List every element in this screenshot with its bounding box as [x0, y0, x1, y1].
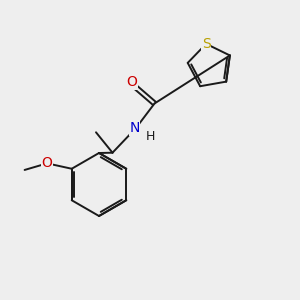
Text: N: N [129, 121, 140, 135]
Text: O: O [126, 75, 137, 89]
Text: O: O [42, 156, 52, 170]
Text: S: S [202, 37, 211, 51]
Text: H: H [146, 130, 155, 143]
